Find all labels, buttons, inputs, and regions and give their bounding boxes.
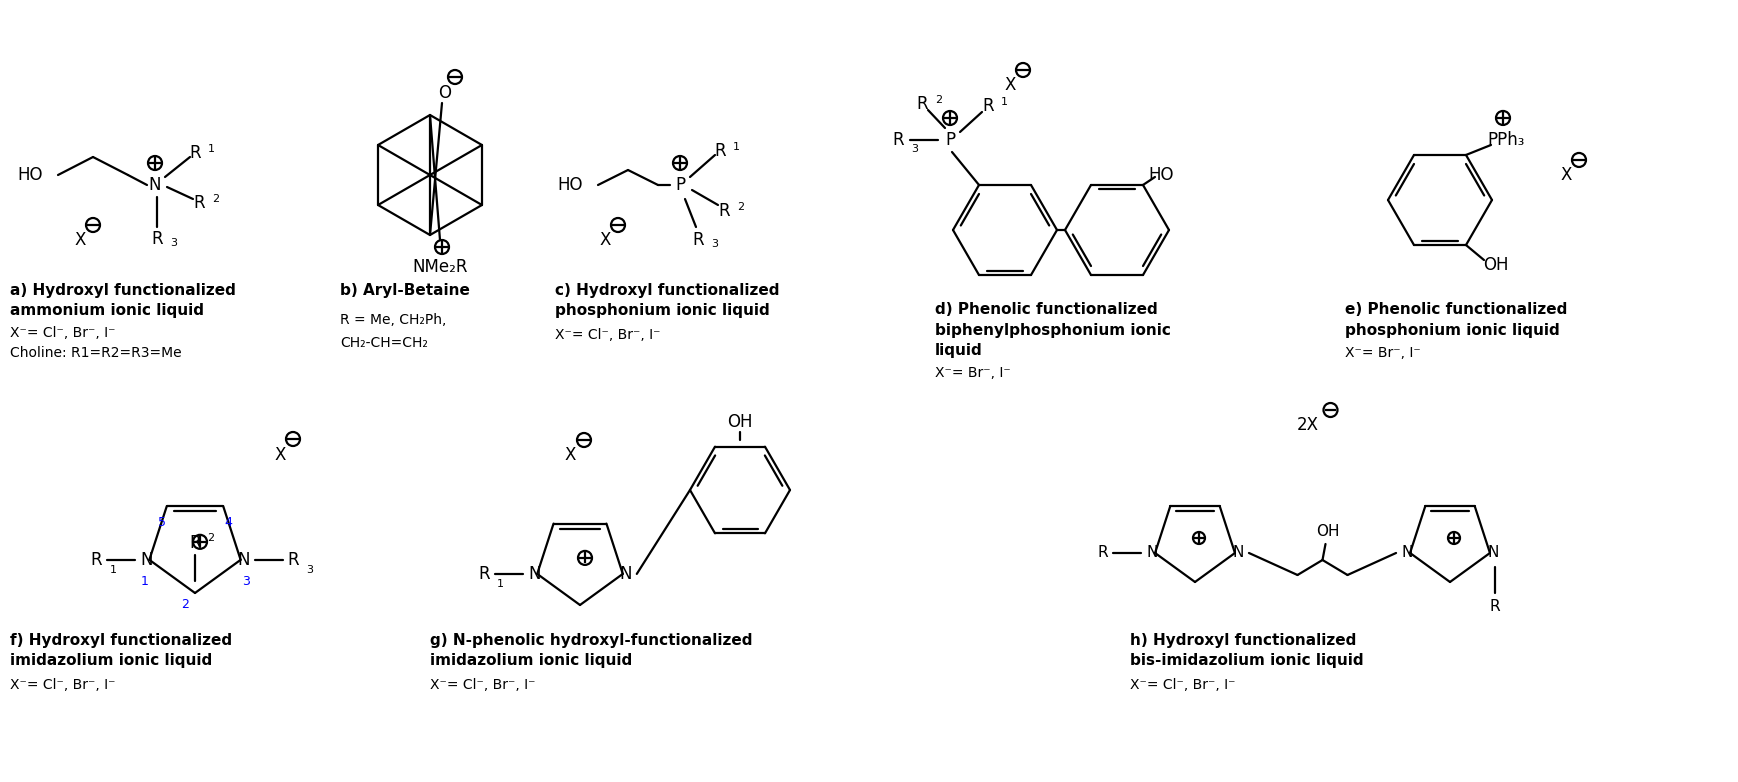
Text: 2: 2	[212, 194, 219, 204]
Text: X: X	[275, 446, 285, 464]
Text: R: R	[90, 551, 103, 569]
Text: R: R	[892, 131, 904, 149]
Text: liquid: liquid	[935, 343, 982, 357]
Text: OH: OH	[1483, 256, 1509, 274]
Text: imidazolium ionic liquid: imidazolium ionic liquid	[10, 652, 212, 668]
Text: N: N	[1232, 546, 1244, 561]
Text: R: R	[189, 144, 202, 162]
Text: 1: 1	[209, 144, 216, 154]
Text: imidazolium ionic liquid: imidazolium ionic liquid	[429, 652, 633, 668]
Text: PPh₃: PPh₃	[1488, 131, 1524, 149]
Text: R: R	[289, 551, 299, 569]
Text: X: X	[565, 446, 575, 464]
Text: 2: 2	[737, 202, 744, 212]
Text: 2: 2	[181, 598, 189, 612]
Text: R: R	[692, 231, 704, 249]
Text: NMe₂R: NMe₂R	[412, 258, 468, 276]
Text: b) Aryl-Betaine: b) Aryl-Betaine	[341, 282, 469, 297]
Text: X⁻= Br⁻, I⁻: X⁻= Br⁻, I⁻	[1345, 346, 1420, 360]
Text: 1: 1	[1001, 97, 1008, 107]
Text: 5: 5	[158, 515, 165, 529]
Text: ammonium ionic liquid: ammonium ionic liquid	[10, 303, 203, 317]
Text: R: R	[478, 565, 490, 583]
Text: c) Hydroxyl functionalized: c) Hydroxyl functionalized	[554, 282, 780, 297]
Text: e) Phenolic functionalized: e) Phenolic functionalized	[1345, 303, 1568, 317]
Text: 2: 2	[935, 95, 942, 105]
Text: P: P	[945, 131, 956, 149]
Text: R: R	[1098, 546, 1109, 561]
Text: N: N	[528, 565, 541, 583]
Text: d) Phenolic functionalized: d) Phenolic functionalized	[935, 303, 1158, 317]
Text: 3: 3	[911, 144, 918, 154]
Text: P: P	[674, 176, 685, 194]
Text: 3: 3	[306, 565, 313, 575]
Text: CH₂-CH=CH₂: CH₂-CH=CH₂	[341, 336, 428, 350]
Text: N: N	[1147, 546, 1158, 561]
Text: N: N	[141, 551, 153, 569]
Text: R = Me, CH₂Ph,: R = Me, CH₂Ph,	[341, 313, 447, 327]
Text: 1: 1	[497, 579, 504, 589]
Text: 2: 2	[207, 533, 214, 543]
Text: a) Hydroxyl functionalized: a) Hydroxyl functionalized	[10, 282, 236, 297]
Text: 1: 1	[733, 142, 740, 152]
Text: N: N	[619, 565, 633, 583]
Text: 3: 3	[170, 238, 177, 248]
Text: HO: HO	[558, 176, 582, 194]
Text: g) N-phenolic hydroxyl-functionalized: g) N-phenolic hydroxyl-functionalized	[429, 633, 753, 647]
Text: R: R	[718, 202, 730, 220]
Text: X⁻= Cl⁻, Br⁻, I⁻: X⁻= Cl⁻, Br⁻, I⁻	[1130, 678, 1236, 692]
Text: X⁻= Cl⁻, Br⁻, I⁻: X⁻= Cl⁻, Br⁻, I⁻	[10, 326, 115, 340]
Text: f) Hydroxyl functionalized: f) Hydroxyl functionalized	[10, 633, 233, 647]
Text: h) Hydroxyl functionalized: h) Hydroxyl functionalized	[1130, 633, 1356, 647]
Text: biphenylphosphonium ionic: biphenylphosphonium ionic	[935, 322, 1171, 338]
Text: N: N	[1401, 546, 1413, 561]
Text: N: N	[238, 551, 250, 569]
Text: OH: OH	[726, 413, 753, 431]
Text: N: N	[1488, 546, 1498, 561]
Text: X: X	[600, 231, 610, 249]
Text: Choline: R1=R2=R3=Me: Choline: R1=R2=R3=Me	[10, 346, 182, 360]
Text: R: R	[916, 95, 928, 113]
Text: phosphonium ionic liquid: phosphonium ionic liquid	[1345, 322, 1559, 338]
Text: HO: HO	[1149, 166, 1173, 184]
Text: HO: HO	[17, 166, 43, 184]
Text: R: R	[151, 230, 163, 248]
Text: R: R	[982, 97, 994, 115]
Text: bis-imidazolium ionic liquid: bis-imidazolium ionic liquid	[1130, 652, 1364, 668]
Text: 3: 3	[711, 239, 718, 249]
Text: X: X	[1561, 166, 1571, 184]
Text: 3: 3	[242, 576, 250, 588]
Text: X⁻= Cl⁻, Br⁻, I⁻: X⁻= Cl⁻, Br⁻, I⁻	[554, 328, 660, 342]
Text: OH: OH	[1316, 525, 1340, 540]
Text: X: X	[1005, 76, 1015, 94]
Text: X: X	[75, 231, 85, 249]
Text: R: R	[189, 534, 202, 552]
Text: R: R	[1489, 600, 1500, 615]
Text: X⁻= Cl⁻, Br⁻, I⁻: X⁻= Cl⁻, Br⁻, I⁻	[10, 678, 115, 692]
Text: 2X: 2X	[1297, 416, 1319, 434]
Text: X⁻= Br⁻, I⁻: X⁻= Br⁻, I⁻	[935, 366, 1012, 380]
Text: R: R	[193, 194, 205, 212]
Text: O: O	[438, 84, 452, 102]
Text: 1: 1	[141, 576, 148, 588]
Text: phosphonium ionic liquid: phosphonium ionic liquid	[554, 303, 770, 317]
Text: X⁻= Cl⁻, Br⁻, I⁻: X⁻= Cl⁻, Br⁻, I⁻	[429, 678, 535, 692]
Text: N: N	[149, 176, 162, 194]
Text: 4: 4	[224, 515, 233, 529]
Text: 1: 1	[109, 565, 116, 575]
Text: R: R	[714, 142, 726, 160]
